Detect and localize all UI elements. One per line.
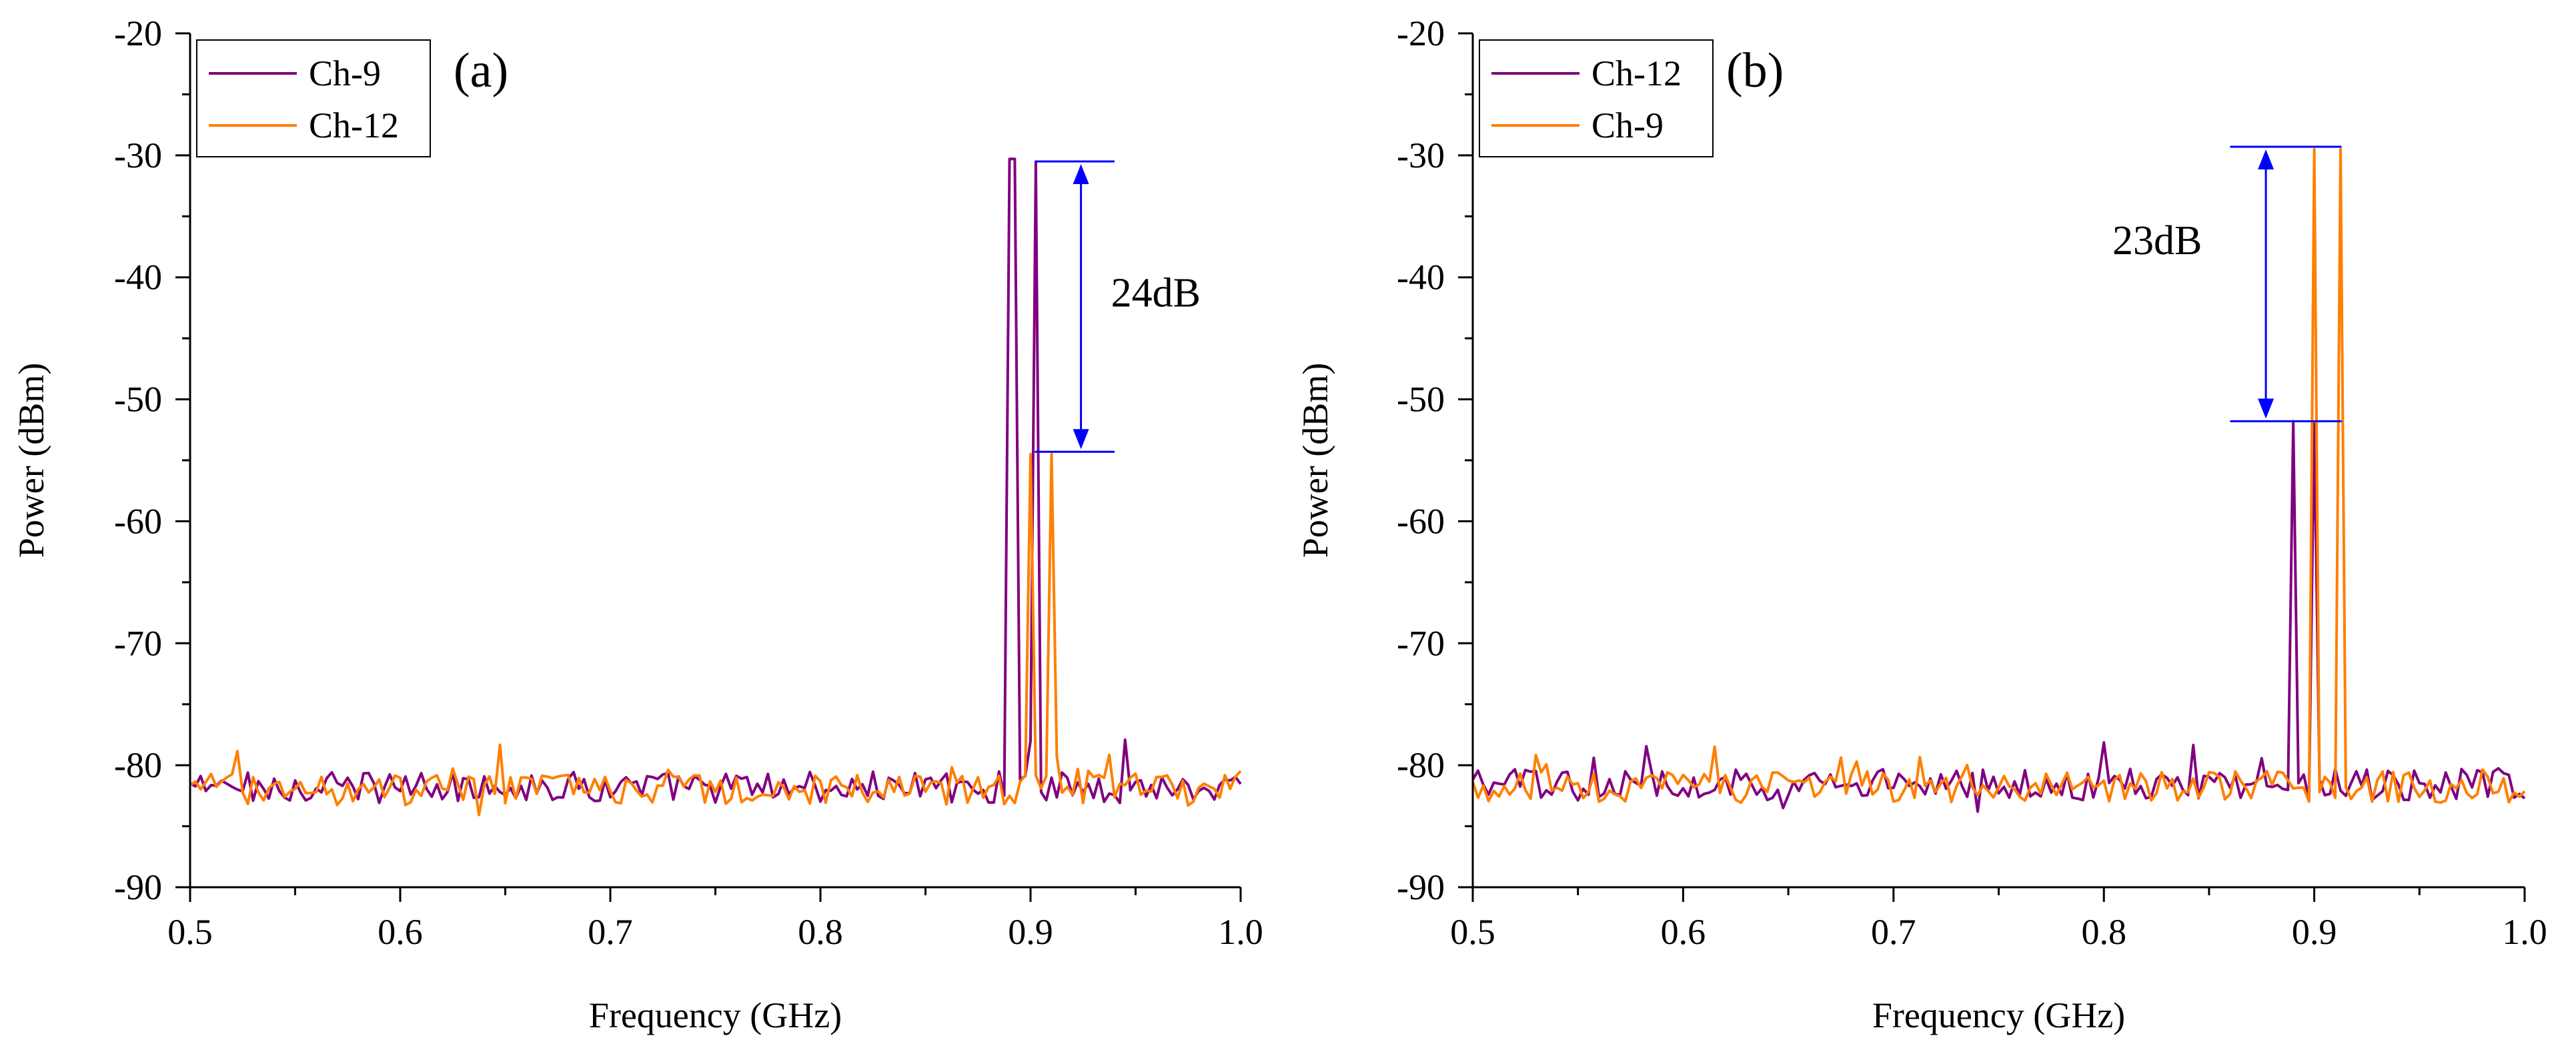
x-tick-label: 1.0 xyxy=(1218,912,1263,952)
x-axis-title: Frequency (GHz) xyxy=(1872,995,2125,1035)
y-tick-label: -80 xyxy=(114,745,162,785)
y-tick-label: -50 xyxy=(114,380,162,420)
x-tick-label: 0.9 xyxy=(2292,912,2337,952)
legend-box xyxy=(1479,39,1714,157)
x-tick-label: 0.8 xyxy=(798,912,843,952)
x-tick-label: 1.0 xyxy=(2502,912,2547,952)
annotation-label: 23dB xyxy=(2112,218,2202,264)
x-tick-label: 0.7 xyxy=(1871,912,1916,952)
legend-label: Ch-12 xyxy=(1591,53,1682,93)
panel-label: (a) xyxy=(454,43,508,98)
y-tick-label: -70 xyxy=(114,623,162,663)
y-tick-label: -70 xyxy=(1397,623,1445,663)
series-line-ch-12 xyxy=(1471,420,2526,813)
legend-label: Ch-12 xyxy=(309,105,399,145)
panel-a: 24dB 0.5 0.6 0.7 0.8 0.9 1.0 -90 -80 -70 -60 -50 -40… xyxy=(11,13,1263,1035)
panel-label: (b) xyxy=(1726,43,1784,98)
annotation-arrowhead-down xyxy=(1073,429,1089,450)
x-tick-label: 0.7 xyxy=(588,912,633,952)
legend-label: Ch-9 xyxy=(309,53,381,93)
legend-label: Ch-9 xyxy=(1591,105,1664,145)
series-line-ch-9 xyxy=(189,157,1242,805)
x-axis-title: Frequency (GHz) xyxy=(589,995,842,1035)
annotation-arrowhead-up xyxy=(2258,149,2275,170)
x-tick-label: 0.6 xyxy=(378,912,423,952)
series-line-ch-9 xyxy=(1471,147,2526,805)
y-tick-label: -40 xyxy=(1397,257,1445,298)
y-tick-label: -90 xyxy=(1397,867,1445,907)
y-tick-label: -30 xyxy=(1397,135,1445,175)
y-tick-label: -50 xyxy=(1397,380,1445,420)
x-tick-label: 0.8 xyxy=(2081,912,2126,952)
y-tick-label: -60 xyxy=(1397,501,1445,541)
annotation-arrowhead-up xyxy=(1073,164,1089,184)
y-axis-title: Power (dBm) xyxy=(11,363,51,558)
legend-box xyxy=(196,39,431,157)
x-tick-label: 0.5 xyxy=(1450,912,1495,952)
x-tick-label: 0.5 xyxy=(167,912,213,952)
y-tick-label: -90 xyxy=(114,867,162,907)
annotation-label: 24dB xyxy=(1111,271,1201,316)
annotation-arrowhead-down xyxy=(2258,398,2275,419)
y-tick-label: -60 xyxy=(114,501,162,541)
y-tick-label: -20 xyxy=(1397,13,1445,53)
y-axis-title: Power (dBm) xyxy=(1295,363,1335,558)
x-tick-label: 0.9 xyxy=(1008,912,1053,952)
series-line-ch-12 xyxy=(189,452,1242,817)
y-tick-label: -30 xyxy=(114,135,162,175)
y-tick-label: -20 xyxy=(114,13,162,53)
panel-b: 23dB 0.5 0.6 0.7 0.8 0.9 1.0 -90 -80 -70 -60 -50 -40… xyxy=(1295,13,2547,1035)
y-tick-label: -40 xyxy=(114,257,162,298)
x-tick-label: 0.6 xyxy=(1661,912,1706,952)
y-tick-label: -80 xyxy=(1397,745,1445,785)
